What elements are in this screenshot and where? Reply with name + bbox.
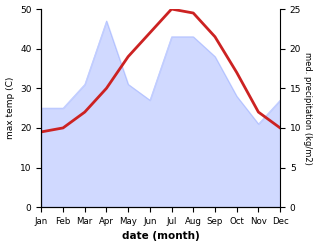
X-axis label: date (month): date (month) — [122, 231, 200, 242]
Y-axis label: max temp (C): max temp (C) — [5, 77, 15, 139]
Y-axis label: med. precipitation (kg/m2): med. precipitation (kg/m2) — [303, 52, 313, 165]
